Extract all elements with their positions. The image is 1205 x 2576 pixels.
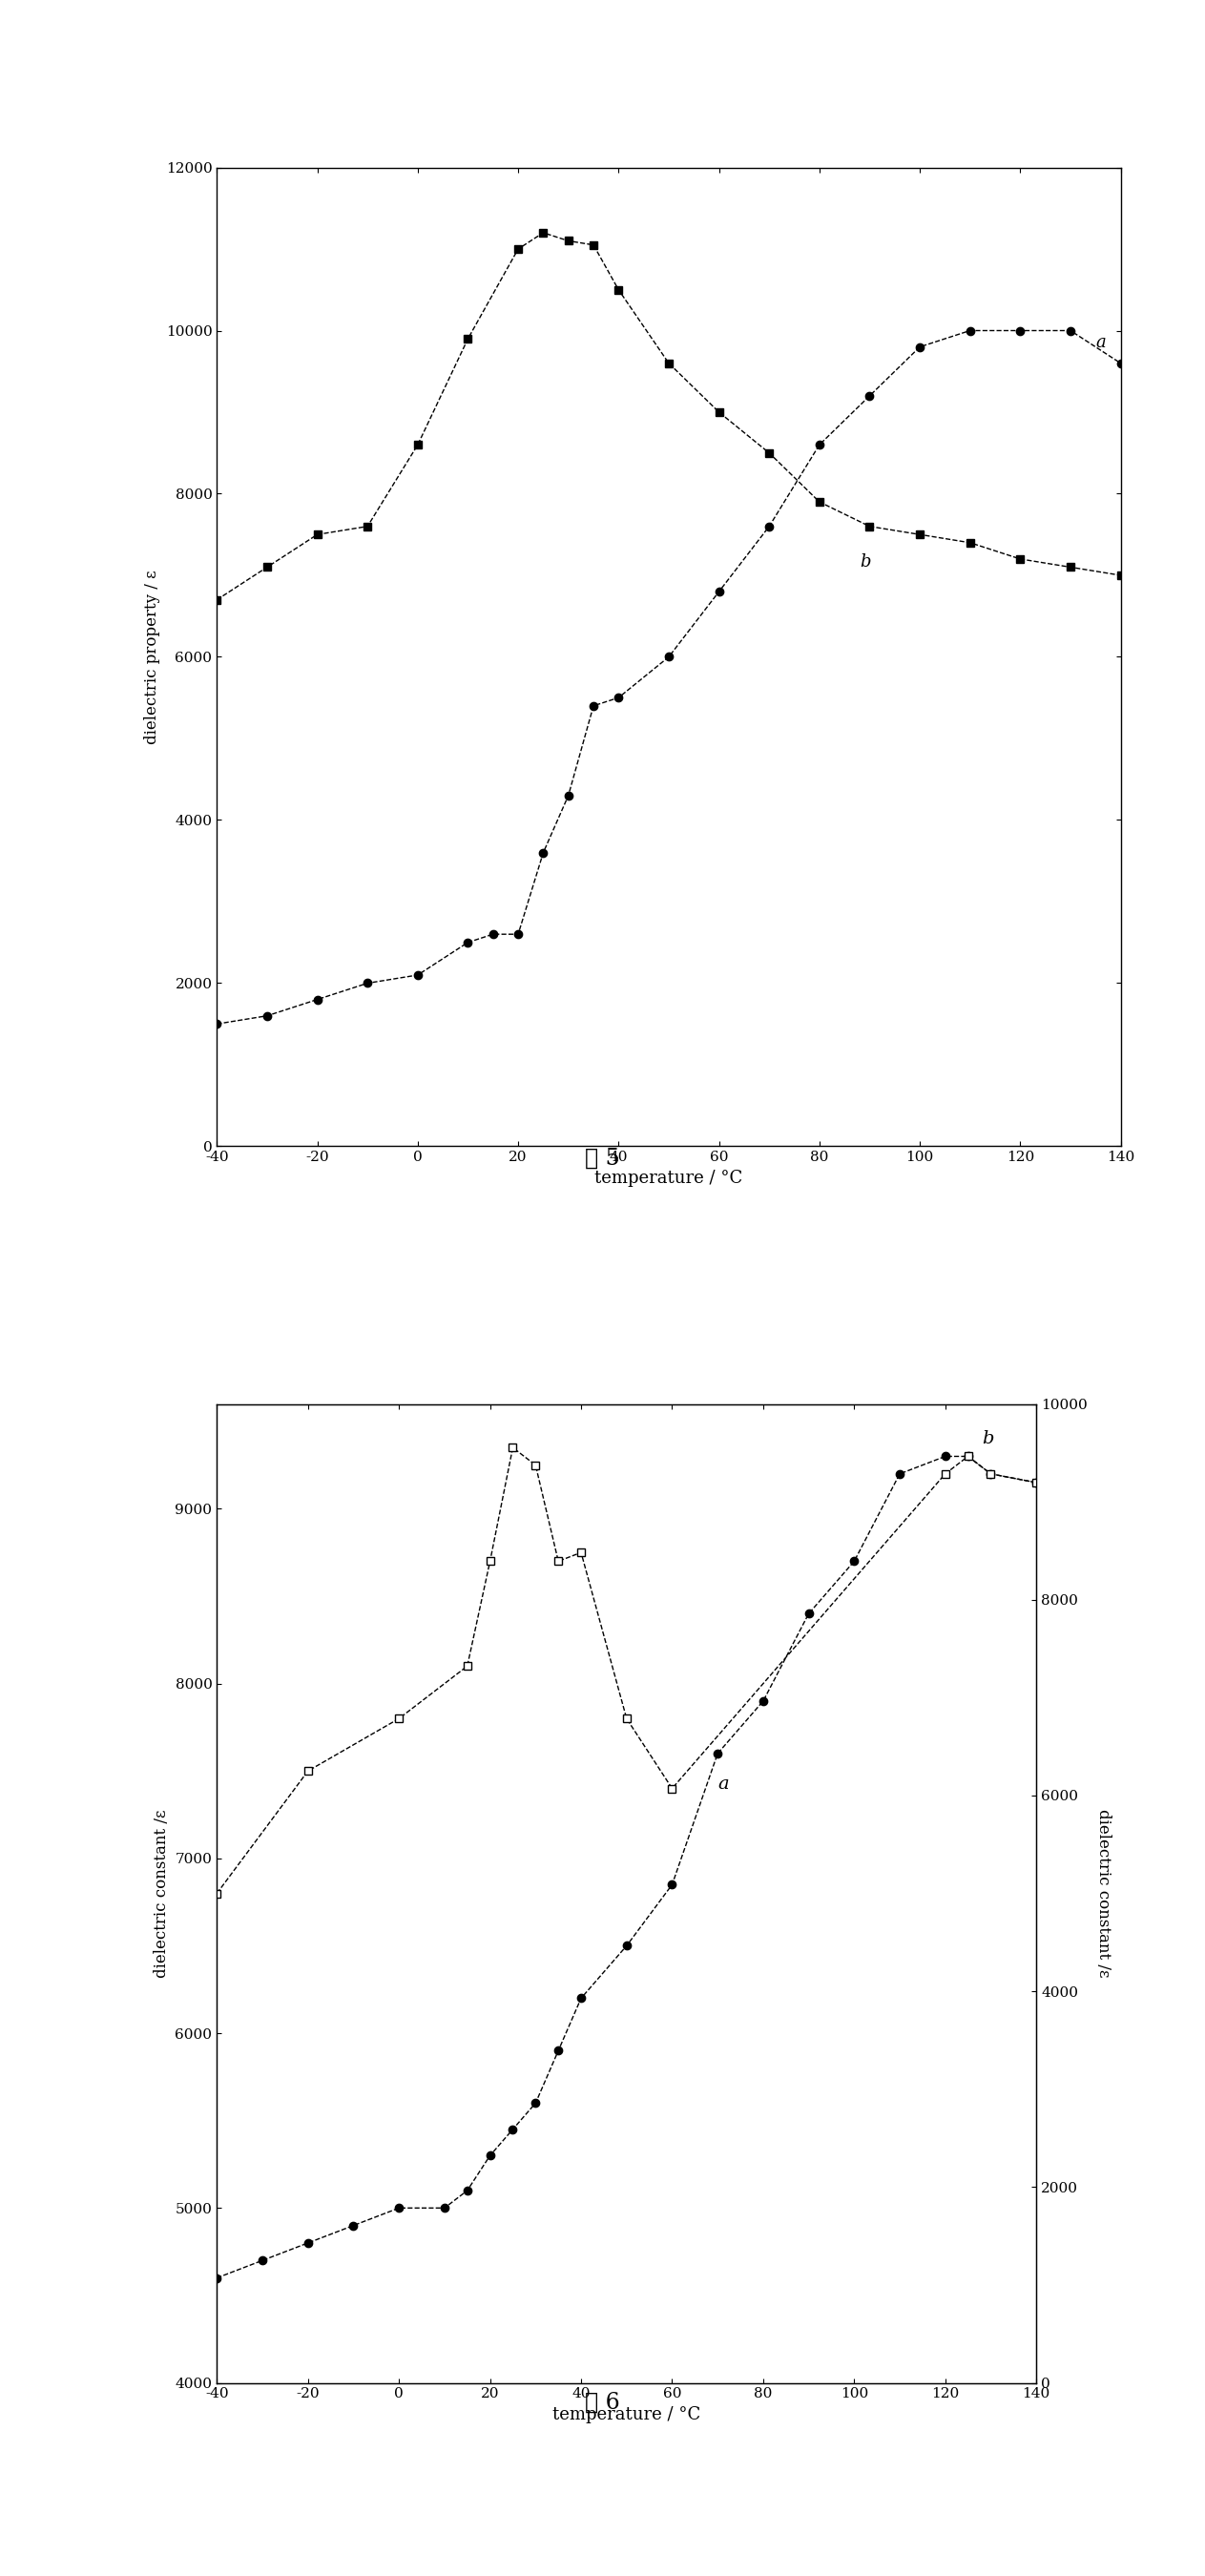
Text: b: b [982, 1430, 994, 1448]
Text: a: a [718, 1775, 729, 1793]
Text: 图 6: 图 6 [584, 2391, 621, 2414]
Text: 图 5: 图 5 [586, 1146, 619, 1170]
Text: b: b [859, 554, 870, 572]
Text: a: a [1095, 332, 1106, 350]
Y-axis label: dielectric property / ε: dielectric property / ε [145, 569, 160, 744]
Y-axis label: dielectric constant /ε: dielectric constant /ε [1095, 1808, 1111, 1978]
X-axis label: temperature / °C: temperature / °C [595, 1170, 742, 1188]
X-axis label: temperature / °C: temperature / °C [553, 2406, 700, 2424]
Y-axis label: dielectric constant /ε: dielectric constant /ε [153, 1808, 170, 1978]
